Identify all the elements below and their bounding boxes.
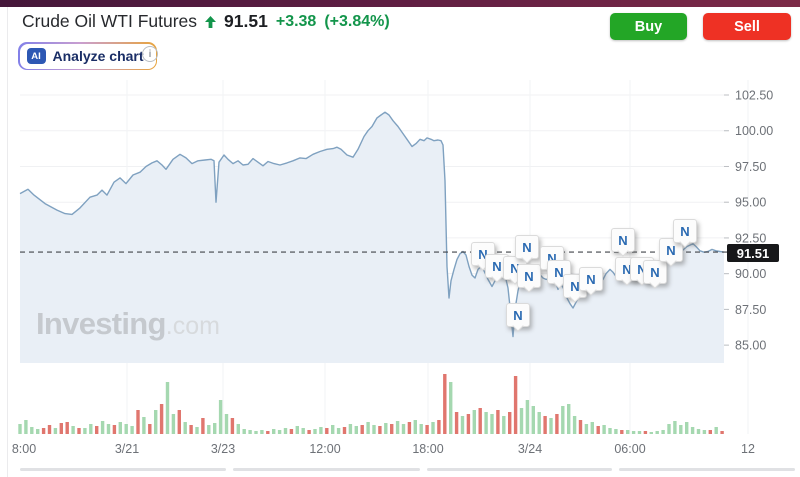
analyze-chart-button[interactable]: AI Analyze chart xyxy=(18,42,158,70)
svg-text:92.50: 92.50 xyxy=(735,231,766,245)
news-marker[interactable]: N xyxy=(517,264,541,288)
price-area xyxy=(20,112,724,363)
ai-badge-icon: AI xyxy=(26,48,46,64)
news-marker[interactable]: N xyxy=(579,267,603,291)
last-price-badge: 91.51 xyxy=(727,244,779,263)
info-icon[interactable]: i xyxy=(142,46,158,62)
news-marker[interactable]: N xyxy=(515,235,539,259)
instrument-title: Crude Oil WTI Futures xyxy=(22,11,198,31)
svg-text:12:00: 12:00 xyxy=(309,442,340,456)
svg-text:100.00: 100.00 xyxy=(735,124,773,138)
svg-text:102.50: 102.50 xyxy=(735,89,773,103)
svg-text:06:00: 06:00 xyxy=(614,442,645,456)
watermark-bold: Investing xyxy=(36,306,166,341)
analyze-chart-label: Analyze chart xyxy=(52,48,144,64)
instrument-header: Crude Oil WTI Futures 91.51 +3.38 (+3.84… xyxy=(22,11,390,32)
svg-text:12: 12 xyxy=(741,442,755,456)
investing-watermark: Investing.com xyxy=(36,306,220,342)
watermark-light: .com xyxy=(165,312,220,340)
range-navigator[interactable] xyxy=(20,468,795,471)
price-change: +3.38 xyxy=(275,12,317,30)
svg-text:8:00: 8:00 xyxy=(12,442,36,456)
news-marker[interactable]: N xyxy=(673,219,697,243)
info-glyph: i xyxy=(148,48,152,60)
price-change-percent: (+3.84%) xyxy=(324,12,390,30)
news-marker[interactable]: N xyxy=(506,303,530,327)
x-axis-labels: 8:00 3/21 3/23 12:00 18:00 3/24 06:00 12 xyxy=(12,442,755,456)
buy-button[interactable]: Buy xyxy=(610,13,687,40)
svg-text:3/21: 3/21 xyxy=(115,442,139,456)
svg-text:85.00: 85.00 xyxy=(735,339,766,353)
svg-text:3/23: 3/23 xyxy=(211,442,235,456)
svg-text:95.00: 95.00 xyxy=(735,196,766,210)
last-price-text: 91.51 xyxy=(224,11,268,31)
svg-text:97.50: 97.50 xyxy=(735,160,766,174)
svg-text:90.00: 90.00 xyxy=(735,267,766,281)
top-accent-bar xyxy=(0,0,800,7)
sell-button[interactable]: Sell xyxy=(703,13,791,40)
up-arrow-icon xyxy=(205,15,217,28)
y-axis-labels: 102.50 100.00 97.50 95.00 92.50 90.00 87.50 85.… xyxy=(724,89,773,353)
news-marker[interactable]: N xyxy=(547,260,571,284)
svg-text:18:00: 18:00 xyxy=(412,442,443,456)
svg-text:87.50: 87.50 xyxy=(735,303,766,317)
volume-bars xyxy=(18,374,724,434)
svg-text:3/24: 3/24 xyxy=(518,442,542,456)
card-left-border xyxy=(7,7,8,477)
news-marker[interactable]: N xyxy=(643,260,667,284)
news-marker[interactable]: N xyxy=(611,228,635,252)
